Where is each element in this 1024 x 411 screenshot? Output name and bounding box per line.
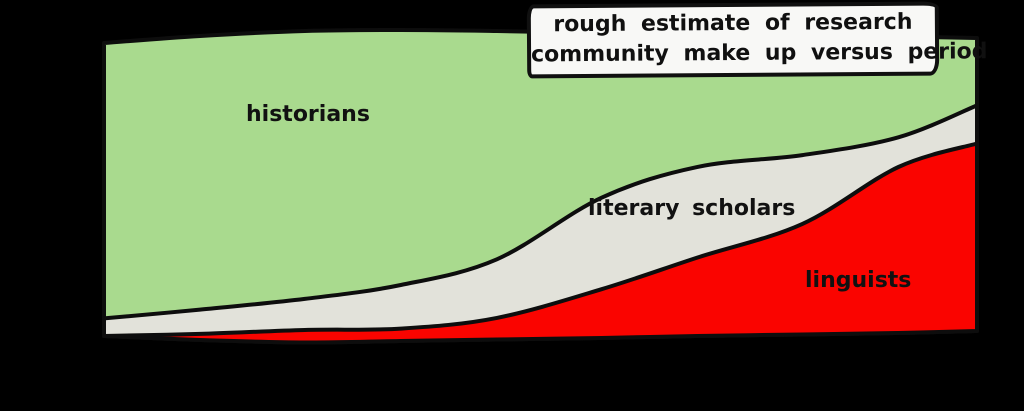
linguists-label: linguists (805, 268, 912, 293)
chart-title-line-1: rough estimate of research (553, 9, 913, 38)
chart-title-box: rough estimate of research community mak… (526, 1, 988, 79)
literary-scholars-label: literary scholars (588, 196, 796, 221)
historians-label: historians (246, 102, 370, 127)
linguists-area (102, 141, 979, 345)
chart-title-line-2: community make up versus period (531, 39, 988, 68)
